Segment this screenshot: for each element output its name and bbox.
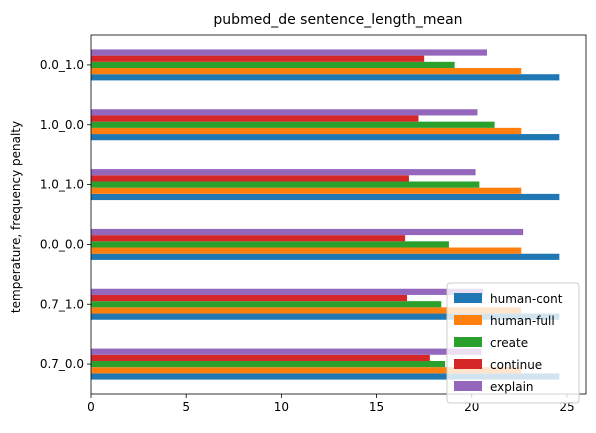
bar-explain-0.0_1.0: [91, 49, 487, 56]
bar-human-full-0.7_1.0: [91, 307, 522, 314]
bar-continue-0.0_0.0: [91, 235, 406, 242]
bar-human-full-0.0_0.0: [91, 247, 522, 254]
bar-human-cont-0.7_1.0: [91, 313, 560, 320]
bar-explain-0.0_0.0: [91, 228, 524, 236]
legend-label-explain: explain: [490, 380, 534, 394]
bars-group: [91, 49, 560, 380]
legend-swatch-create: [454, 337, 482, 347]
legend-box: [446, 282, 580, 404]
bar-human-cont-1.0_0.0: [91, 134, 560, 141]
x-tick-label: 10: [274, 400, 289, 414]
bar-continue-0.0_1.0: [91, 55, 425, 62]
x-tick-label: 5: [182, 400, 190, 414]
legend-swatch-human-full: [454, 315, 482, 325]
bar-create-0.7_0.0: [91, 360, 446, 368]
y-tick-label: 0.0_0.0: [40, 237, 84, 251]
axes-group: 0 5 10 15 20 250.7_0.00.7_1.00.0_0.01.0_1.01.…: [40, 34, 587, 414]
plot-frame: [90, 34, 587, 395]
bar-human-full-0.0_1.0: [91, 68, 522, 75]
y-tick-label: 0.7_1.0: [40, 297, 84, 311]
bar-create-0.7_1.0: [91, 301, 442, 308]
bar-human-full-1.0_1.0: [91, 187, 522, 194]
legend-swatch-explain: [454, 381, 482, 391]
legend-label-create: create: [490, 336, 528, 350]
y-tick-label: 0.0_1.0: [40, 58, 84, 72]
bar-continue-0.7_1.0: [91, 294, 408, 302]
bar-human-cont-1.0_1.0: [91, 193, 560, 201]
legend-label-continue: continue: [490, 358, 542, 372]
chart-title: pubmed_de sentence_length_mean: [213, 12, 462, 28]
x-tick-label: 0: [87, 400, 95, 414]
bar-continue-1.0_0.0: [91, 115, 419, 122]
bar-create-0.0_1.0: [91, 61, 455, 69]
y-tick-label: 1.0_1.0: [40, 178, 84, 192]
bar-human-cont-0.7_0.0: [91, 373, 560, 380]
bar-explain-1.0_1.0: [91, 169, 476, 176]
legend-swatch-human-cont: [454, 293, 482, 303]
legend-swatch-continue: [454, 359, 482, 369]
bar-explain-0.7_1.0: [91, 288, 484, 295]
bar-human-cont-0.0_1.0: [91, 74, 560, 81]
legend: human-cont human-full create continue explai…: [446, 282, 580, 404]
legend-label-human-cont: human-cont: [490, 292, 563, 306]
bar-continue-0.7_0.0: [91, 354, 430, 361]
bar-human-full-0.7_0.0: [91, 367, 522, 374]
x-tick-label: 15: [369, 400, 384, 414]
legend-label-human-full: human-full: [490, 314, 555, 328]
y-tick-label: 1.0_0.0: [40, 118, 84, 132]
bar-human-cont-0.0_0.0: [91, 253, 560, 260]
bar-create-0.0_0.0: [91, 241, 449, 248]
bar-explain-1.0_0.0: [91, 109, 478, 116]
bar-create-1.0_1.0: [91, 181, 480, 188]
bar-human-full-1.0_0.0: [91, 127, 522, 135]
bar-explain-0.7_0.0: [91, 348, 482, 355]
y-axis-label: temperature, frequency penalty: [9, 121, 23, 313]
y-tick-label: 0.7_0.0: [40, 357, 84, 371]
bar-continue-1.0_1.0: [91, 175, 409, 182]
bar-create-1.0_0.0: [91, 121, 495, 128]
